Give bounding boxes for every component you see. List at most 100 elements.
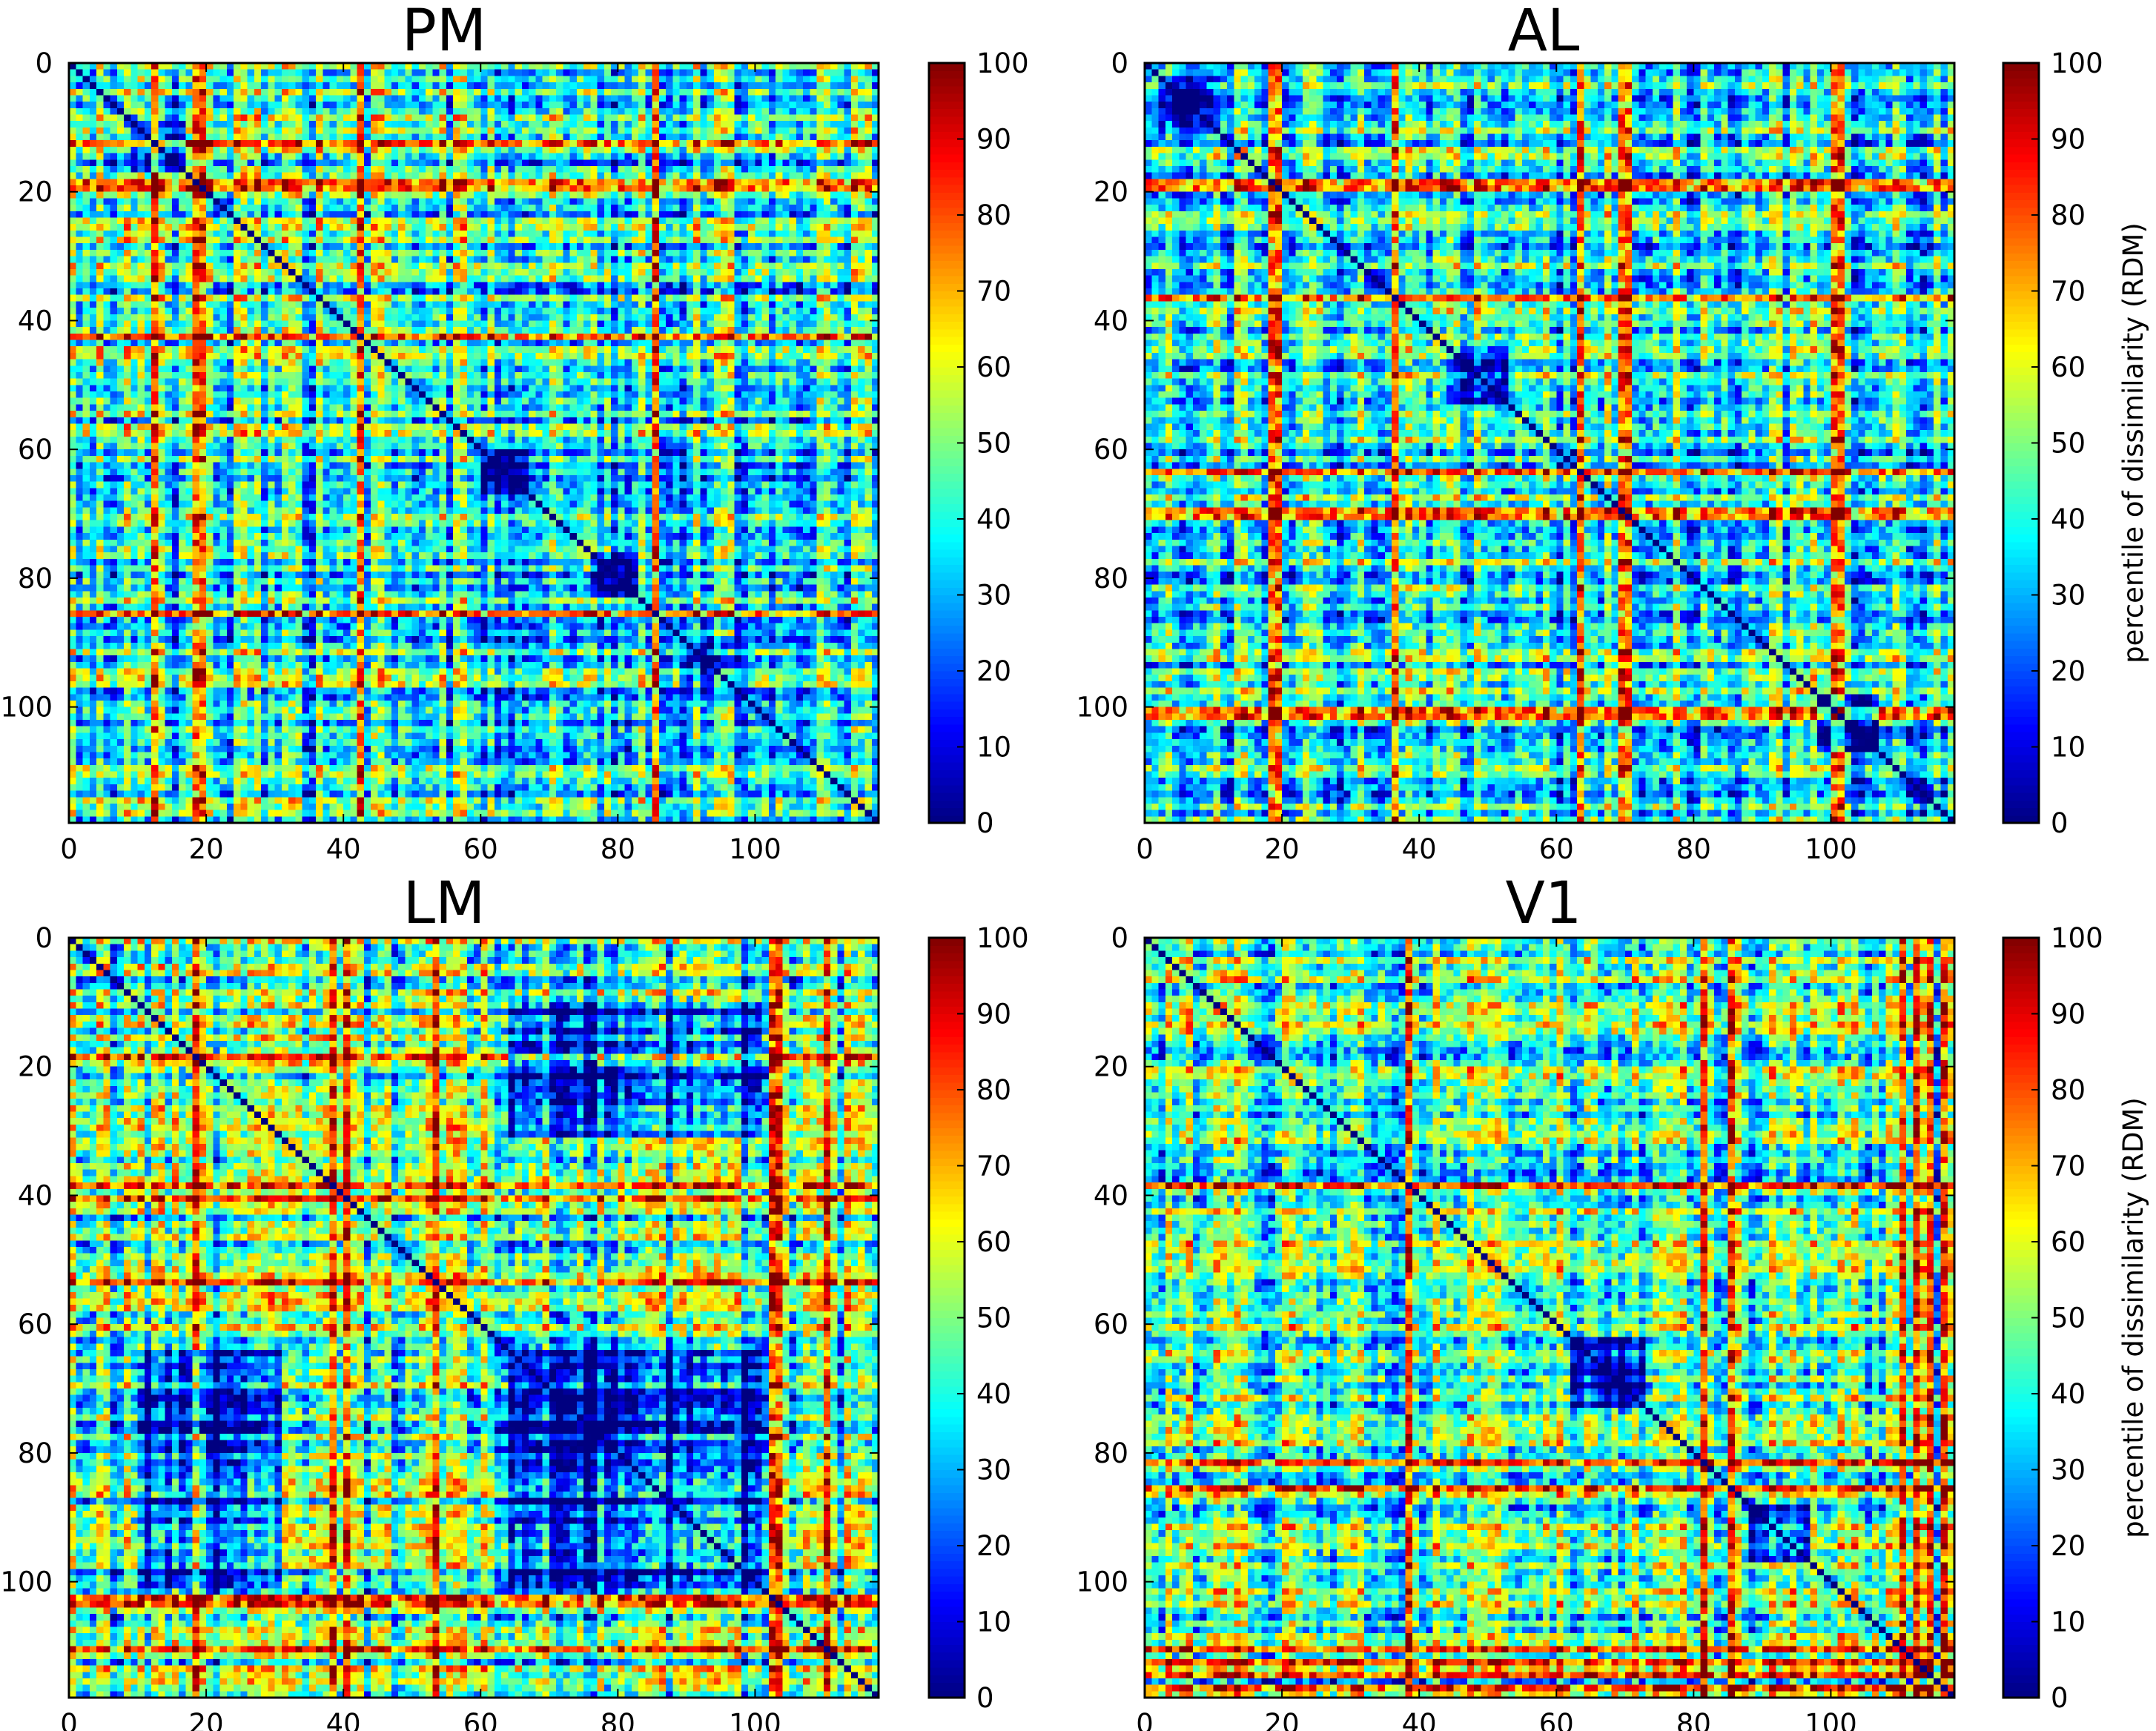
heatmap-cell [577, 179, 584, 185]
heatmap-cell [474, 173, 481, 179]
heatmap-cell [357, 198, 365, 205]
heatmap-cell [590, 185, 598, 192]
heatmap-cell [385, 134, 392, 141]
heatmap-cell [316, 217, 323, 224]
heatmap-cell [535, 121, 543, 128]
heatmap-cell [727, 192, 735, 199]
heatmap-cell [583, 95, 591, 102]
heatmap-cell [357, 217, 365, 224]
heatmap-cell [371, 159, 378, 166]
heatmap-cell [193, 185, 200, 192]
heatmap-cell [707, 205, 715, 211]
heatmap-cell [398, 82, 406, 89]
heatmap-cell [666, 198, 673, 205]
heatmap-cell [165, 95, 173, 102]
heatmap-cell [350, 147, 357, 153]
heatmap-cell [735, 95, 742, 102]
heatmap-cell [158, 95, 165, 102]
heatmap-cell [227, 108, 234, 115]
heatmap-cell [206, 185, 214, 192]
heatmap-cell [165, 134, 173, 141]
heatmap-cell [659, 159, 667, 166]
heatmap-cell [672, 159, 680, 166]
heatmap-cell [508, 95, 515, 102]
heatmap-cell [590, 121, 598, 128]
heatmap-cell [138, 147, 145, 153]
heatmap-cell [782, 95, 790, 102]
heatmap-cell [687, 114, 694, 121]
heatmap-cell [110, 147, 118, 153]
heatmap-cell [350, 173, 357, 179]
heatmap-cell [687, 179, 694, 185]
heatmap-cell [782, 159, 790, 166]
heatmap-cell [145, 205, 152, 211]
heatmap-cell [323, 205, 330, 211]
heatmap-cell [124, 185, 131, 192]
heatmap-cell [830, 102, 838, 108]
heatmap-cell [810, 159, 817, 166]
heatmap-cell [206, 179, 214, 185]
heatmap-cell [817, 102, 824, 108]
heatmap-cell [488, 173, 495, 179]
heatmap-cell [96, 173, 104, 179]
heatmap-cell [316, 185, 323, 192]
heatmap-cell [680, 76, 687, 82]
heatmap-cell [412, 140, 420, 147]
heatmap-cell [727, 173, 735, 179]
heatmap-cell [830, 121, 838, 128]
heatmap-cell [83, 217, 90, 224]
heatmap-cell [693, 121, 701, 128]
heatmap-cell [803, 128, 810, 134]
heatmap-cell [817, 166, 824, 173]
heatmap-cell [851, 82, 859, 89]
heatmap-cell [529, 95, 536, 102]
heatmap-cell [824, 89, 831, 96]
heatmap-cell [385, 159, 392, 166]
heatmap-cell [535, 82, 543, 89]
heatmap-cell [810, 153, 817, 160]
heatmap-cell [158, 140, 165, 147]
heatmap-cell [659, 121, 667, 128]
heatmap-cell [172, 140, 179, 147]
heatmap-cell [240, 185, 248, 192]
heatmap-cell [151, 76, 159, 82]
heatmap-cell [295, 166, 302, 173]
heatmap-cell [700, 102, 707, 108]
heatmap-cell [172, 179, 179, 185]
heatmap-cell [398, 108, 406, 115]
heatmap-cell [515, 95, 523, 102]
heatmap-cell [103, 198, 110, 205]
heatmap-cell [110, 205, 118, 211]
heatmap-cell [858, 198, 865, 205]
heatmap-cell [803, 173, 810, 179]
heatmap-cell [261, 134, 268, 141]
heatmap-cell [309, 82, 317, 89]
heatmap-cell [343, 147, 351, 153]
heatmap-cell [762, 76, 770, 82]
heatmap-cell [625, 140, 632, 147]
heatmap-cell [598, 147, 605, 153]
heatmap-cell [185, 95, 193, 102]
heatmap-cell [172, 159, 179, 166]
heatmap-cell [529, 153, 536, 160]
heatmap-cell [693, 89, 701, 96]
heatmap-cell [638, 128, 646, 134]
heatmap-cell [117, 205, 125, 211]
heatmap-cell [563, 173, 570, 179]
heatmap-cell [515, 192, 523, 199]
heatmap-cell [145, 217, 152, 224]
heatmap-cell [714, 82, 721, 89]
heatmap-cell [440, 159, 447, 166]
heatmap-cell [76, 173, 83, 179]
heatmap-cell [515, 153, 523, 160]
heatmap-cell [391, 76, 399, 82]
heatmap-cell [830, 185, 838, 192]
heatmap-cell [543, 134, 550, 141]
heatmap-cell [145, 166, 152, 173]
heatmap-cell [398, 198, 406, 205]
heatmap-cell [193, 108, 200, 115]
heatmap-cell [810, 102, 817, 108]
heatmap-cell [707, 166, 715, 173]
heatmap-cell [687, 205, 694, 211]
heatmap-cell [213, 192, 220, 199]
